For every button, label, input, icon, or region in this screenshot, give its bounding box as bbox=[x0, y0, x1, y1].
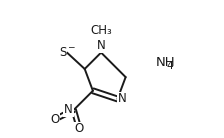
Text: N: N bbox=[118, 92, 127, 105]
Text: −: − bbox=[67, 43, 75, 52]
Text: O: O bbox=[75, 123, 84, 136]
Text: 4: 4 bbox=[166, 61, 173, 71]
Text: N: N bbox=[64, 103, 73, 116]
Text: NH: NH bbox=[156, 56, 175, 69]
Text: N: N bbox=[97, 39, 106, 52]
Text: O: O bbox=[50, 113, 59, 126]
Text: S: S bbox=[59, 46, 66, 59]
Text: CH₃: CH₃ bbox=[90, 24, 112, 37]
